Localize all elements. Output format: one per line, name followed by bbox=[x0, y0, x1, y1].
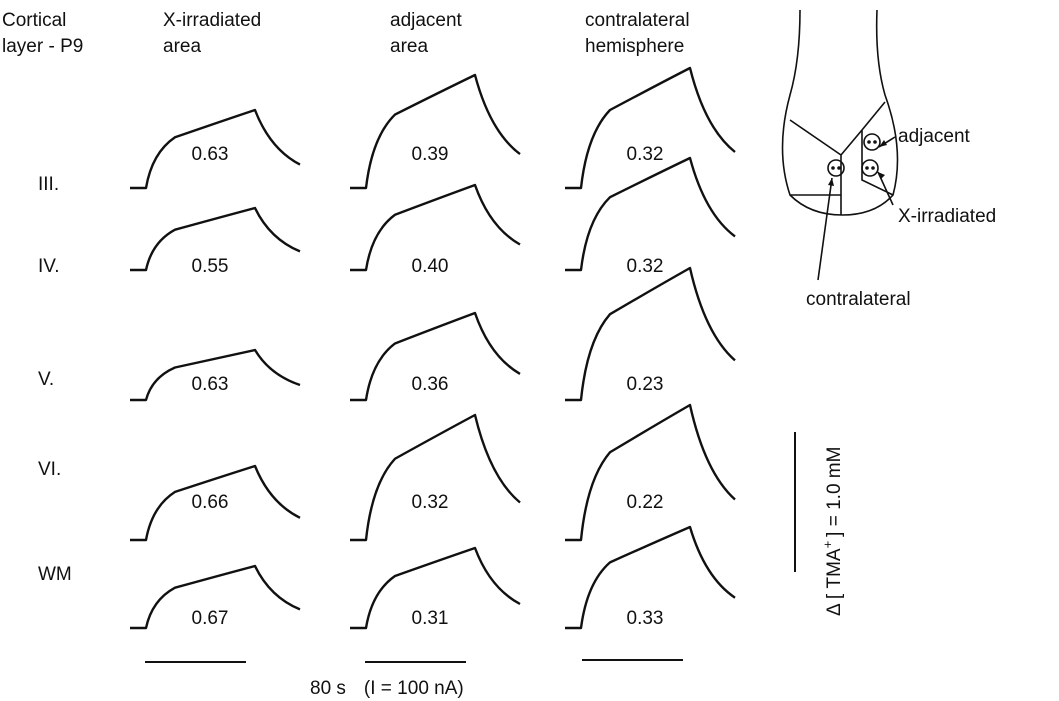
diagram-label: contralateral bbox=[806, 289, 911, 310]
trace bbox=[565, 405, 735, 540]
diagram-label: X-irradiated bbox=[898, 206, 996, 227]
ratio-value: 0.31 bbox=[412, 608, 449, 629]
row-label: IV. bbox=[38, 256, 60, 277]
site bbox=[864, 134, 880, 150]
trace bbox=[350, 415, 520, 540]
figure: Cortical layer - P9 80 s (I = 100 nA) Δ [… bbox=[0, 0, 1059, 701]
regions bbox=[790, 102, 893, 215]
ratio-value: 0.40 bbox=[412, 256, 449, 277]
label-prefix: Δ [ TMA bbox=[824, 548, 845, 616]
row-label: V. bbox=[38, 369, 54, 390]
ratio-value: 0.63 bbox=[192, 374, 229, 395]
row-label: WM bbox=[38, 564, 72, 585]
ratio-value: 0.67 bbox=[192, 608, 229, 629]
ratio-value: 0.32 bbox=[627, 256, 664, 277]
column-title: hemisphere bbox=[585, 36, 684, 57]
row-heading: Cortical bbox=[2, 10, 66, 31]
arrows bbox=[818, 137, 895, 280]
brain-diagram bbox=[783, 10, 898, 280]
ratio-value: 0.39 bbox=[412, 144, 449, 165]
column-title: area bbox=[390, 36, 428, 57]
current: (I = 100 nA) bbox=[364, 678, 464, 699]
column-title: X-irradiated bbox=[163, 10, 261, 31]
page: Cortical layer - P9 80 s (I = 100 nA) Δ [… bbox=[0, 0, 1059, 701]
diagram-label: adjacent bbox=[898, 126, 971, 147]
ratio-value: 0.55 bbox=[192, 256, 229, 277]
outline bbox=[783, 10, 898, 215]
trace bbox=[565, 158, 735, 270]
site bbox=[862, 160, 878, 176]
trace bbox=[350, 75, 520, 188]
time-scale-label: 80 s (I = 100 nA) bbox=[310, 678, 464, 699]
ratio-value: 0.36 bbox=[412, 374, 449, 395]
trace bbox=[565, 68, 735, 188]
column-title: area bbox=[163, 36, 201, 57]
concentration-scale-label: Δ [ TMA+ ] = 1.0 mM bbox=[820, 447, 845, 616]
column-title: contralateral bbox=[585, 10, 690, 31]
row-label: VI. bbox=[38, 459, 61, 480]
duration: 80 s bbox=[310, 678, 346, 699]
ratio-value: 0.23 bbox=[627, 374, 664, 395]
ratio-value: 0.66 bbox=[192, 492, 229, 513]
row-heading: layer - P9 bbox=[2, 36, 83, 57]
ratio-value: 0.33 bbox=[627, 608, 664, 629]
ratio-value: 0.32 bbox=[412, 492, 449, 513]
label-suffix: ] = 1.0 mM bbox=[824, 447, 845, 537]
ratio-value: 0.63 bbox=[192, 144, 229, 165]
label-superscript: + bbox=[820, 541, 835, 549]
ratio-value: 0.22 bbox=[627, 492, 664, 513]
ratio-value: 0.32 bbox=[627, 144, 664, 165]
row-label: III. bbox=[38, 174, 59, 195]
column-title: adjacent bbox=[390, 10, 463, 31]
